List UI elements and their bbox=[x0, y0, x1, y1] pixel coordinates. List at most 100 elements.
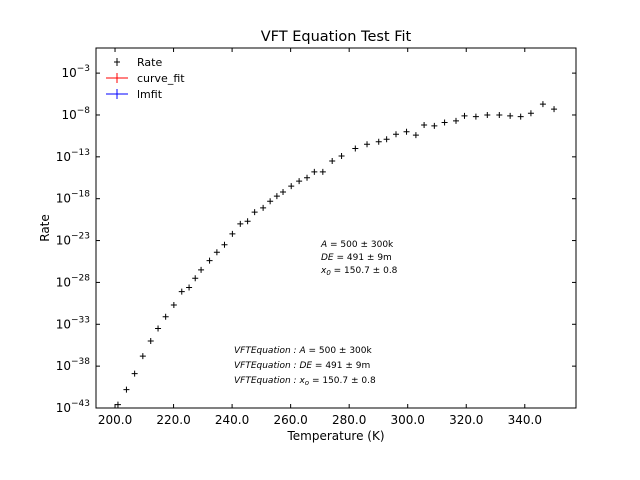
data-point bbox=[403, 128, 410, 135]
y-tick-label-exp: −33 bbox=[71, 315, 90, 325]
data-point bbox=[329, 158, 336, 165]
data-point bbox=[461, 112, 468, 119]
data-point bbox=[162, 313, 169, 320]
data-point bbox=[170, 302, 177, 309]
data-point bbox=[244, 218, 251, 225]
annotation-value: = 491 ± 9m bbox=[312, 361, 370, 371]
annotation-line: VFTEquation : xo = 150.7 ± 0.8 bbox=[234, 376, 376, 387]
y-tick-label-exp: −8 bbox=[77, 106, 91, 116]
data-point bbox=[539, 101, 546, 108]
y-tick-label: 10−23 bbox=[56, 232, 90, 248]
data-point bbox=[267, 198, 274, 205]
data-point bbox=[517, 113, 524, 120]
data-point bbox=[364, 141, 371, 148]
chart-title: VFT Equation Test Fit bbox=[261, 29, 412, 45]
data-point bbox=[237, 220, 244, 227]
legend-label: lmfit bbox=[137, 88, 163, 101]
x-tick-label: 320.0 bbox=[449, 413, 483, 427]
annotation-line: DE = 491 ± 9m bbox=[321, 253, 392, 263]
x-tick-label: 260.0 bbox=[273, 413, 307, 427]
annotation-value: = 500 ± 300k bbox=[306, 346, 373, 356]
y-tick-label: 10−33 bbox=[56, 315, 90, 331]
y-tick-label: 10−28 bbox=[56, 273, 91, 289]
data-point bbox=[192, 275, 199, 282]
data-point bbox=[441, 119, 448, 126]
y-tick-label: 10−13 bbox=[56, 148, 90, 164]
data-point bbox=[383, 136, 390, 143]
x-tick-label: 300.0 bbox=[391, 413, 425, 427]
data-point bbox=[496, 111, 503, 118]
data-point bbox=[527, 110, 534, 117]
data-point bbox=[206, 257, 213, 264]
y-tick-label-base: 10 bbox=[56, 234, 71, 248]
data-point bbox=[431, 122, 438, 129]
y-tick-label-base: 10 bbox=[61, 66, 76, 80]
y-tick-label-exp: −38 bbox=[71, 357, 90, 367]
annotation-symbol: A bbox=[320, 240, 327, 250]
data-point bbox=[178, 288, 185, 295]
y-tick-label-base: 10 bbox=[56, 192, 71, 206]
y-tick-label: 10−38 bbox=[56, 357, 91, 373]
x-tick-label: 220.0 bbox=[156, 413, 190, 427]
data-point bbox=[273, 193, 280, 200]
annotation-value: = 150.7 ± 0.8 bbox=[331, 266, 398, 276]
annotation-line: A = 500 ± 300k bbox=[320, 240, 394, 250]
data-point bbox=[147, 338, 154, 345]
data-point bbox=[280, 189, 287, 195]
data-point bbox=[229, 230, 236, 237]
annotation-symbol: VFTEquation : x bbox=[234, 376, 305, 386]
x-tick-label: 200.0 bbox=[98, 413, 132, 427]
annotation-subscript: o bbox=[305, 379, 309, 387]
data-point bbox=[288, 183, 295, 190]
data-point bbox=[304, 174, 311, 181]
data-point bbox=[131, 370, 138, 377]
data-point bbox=[198, 266, 205, 273]
legend-marker-rate bbox=[114, 58, 120, 66]
data-point bbox=[260, 204, 267, 211]
data-point bbox=[453, 117, 459, 124]
y-tick-label-base: 10 bbox=[56, 401, 71, 415]
data-point bbox=[221, 241, 228, 248]
y-tick-label-exp: −3 bbox=[77, 64, 90, 74]
y-tick-label-base: 10 bbox=[56, 275, 71, 289]
y-tick-label-exp: −28 bbox=[71, 273, 90, 283]
data-point bbox=[507, 112, 514, 119]
x-tick-label: 340.0 bbox=[508, 413, 542, 427]
plot-area bbox=[114, 101, 558, 408]
legend-marker-curve-fit bbox=[106, 73, 128, 83]
annotation-symbol: x bbox=[320, 266, 327, 276]
legend-label: Rate bbox=[137, 56, 162, 69]
annotation-symbol: DE bbox=[321, 253, 334, 263]
y-tick-label-base: 10 bbox=[56, 359, 71, 373]
annotation-line: VFTEquation : A = 500 ± 300k bbox=[234, 346, 372, 356]
y-axis-label: Rate bbox=[38, 214, 52, 242]
legend-label: curve_fit bbox=[137, 72, 185, 85]
data-point bbox=[319, 168, 326, 175]
plot-frame bbox=[95, 47, 577, 409]
annotation-value: = 491 ± 9m bbox=[334, 253, 392, 263]
y-tick-label: 10−43 bbox=[56, 399, 90, 415]
y-tick-label-exp: −23 bbox=[71, 232, 90, 242]
y-tick-label-exp: −18 bbox=[71, 190, 90, 200]
legend-marker-lmfit bbox=[106, 89, 128, 99]
data-point bbox=[393, 131, 399, 138]
y-tick-label-base: 10 bbox=[61, 108, 76, 122]
data-point bbox=[139, 353, 146, 360]
annotation-symbol: VFTEquation : A bbox=[234, 346, 306, 356]
data-point bbox=[123, 386, 130, 393]
data-point bbox=[251, 209, 258, 216]
data-point bbox=[338, 153, 345, 159]
y-tick-label-base: 10 bbox=[56, 317, 71, 331]
data-point bbox=[186, 284, 193, 291]
data-point bbox=[155, 325, 162, 332]
data-point bbox=[213, 249, 220, 256]
data-point bbox=[472, 113, 479, 120]
annotation-line: VFTEquation : DE = 491 ± 9m bbox=[234, 361, 370, 371]
x-tick-label: 280.0 bbox=[332, 413, 366, 427]
data-point bbox=[114, 401, 121, 408]
y-tick-label-base: 10 bbox=[56, 150, 71, 164]
y-tick-label-exp: −13 bbox=[71, 148, 90, 158]
data-point bbox=[352, 145, 359, 152]
data-point bbox=[551, 106, 558, 113]
